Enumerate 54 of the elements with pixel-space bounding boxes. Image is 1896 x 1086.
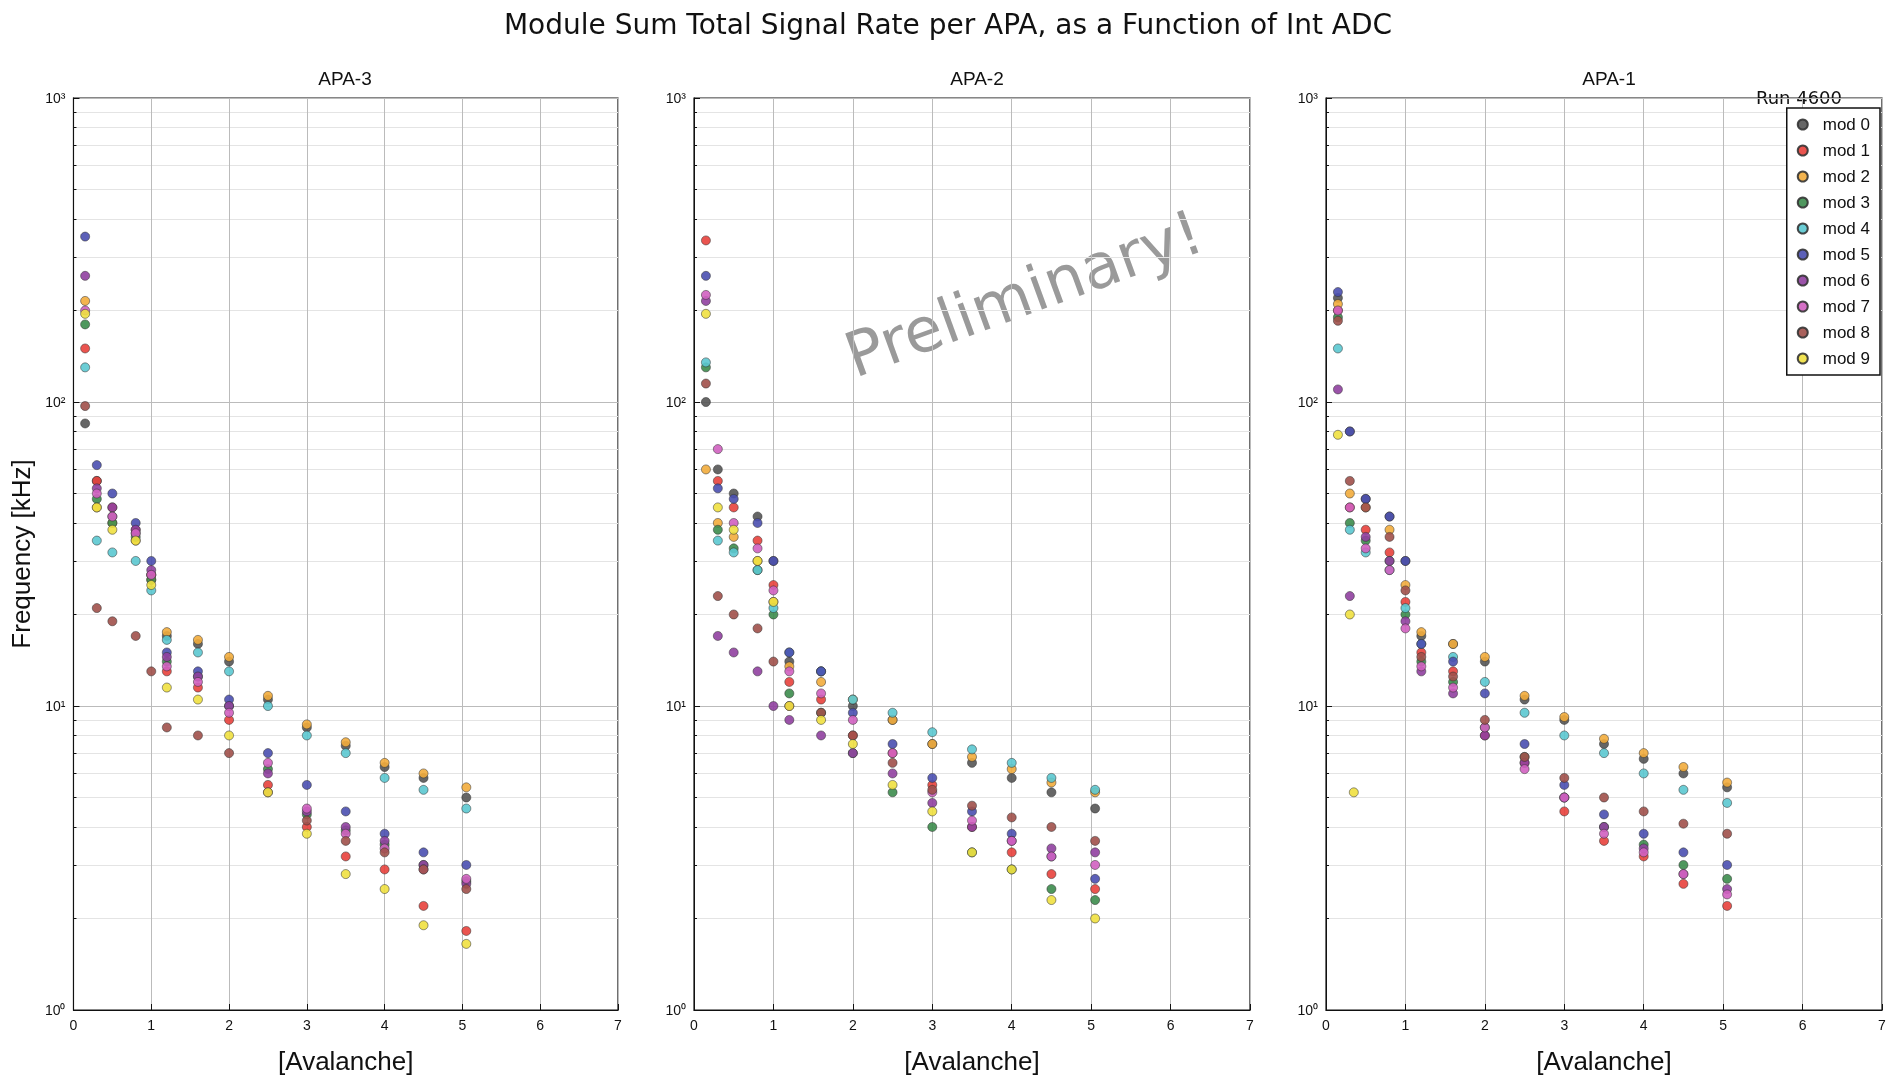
x-tick-label: 3 [928, 1017, 937, 1033]
y-tick-label: 10³ [1297, 90, 1319, 106]
y-tick-label: 10¹ [1297, 698, 1319, 714]
y-tick-label: 10⁰ [1297, 1002, 1318, 1018]
x-tick-label: 1 [1401, 1017, 1410, 1033]
legend-label: mod 1 [1822, 141, 1870, 160]
x-tick-label: 7 [1878, 1017, 1887, 1033]
x-tick-label: 1 [769, 1017, 778, 1033]
x-tick-label: 2 [225, 1017, 234, 1033]
x-tick-label: 4 [1639, 1017, 1648, 1033]
x-tick-label: 7 [1246, 1017, 1255, 1033]
legend-label: mod 5 [1822, 245, 1870, 264]
x-tick-label: 7 [614, 1017, 623, 1033]
y-tick-label: 10¹ [665, 698, 687, 714]
x-tick-label: 2 [1480, 1017, 1489, 1033]
x-tick-label: 0 [69, 1017, 78, 1033]
x-tick-label: 0 [690, 1017, 699, 1033]
x-tick-label: 6 [1798, 1017, 1807, 1033]
y-tick-label: 10² [1297, 394, 1319, 410]
legend-label: mod 4 [1822, 219, 1870, 238]
x-tick-label: 4 [380, 1017, 389, 1033]
chart-title: APA-3 [318, 68, 372, 89]
x-tick-label: 6 [536, 1017, 545, 1033]
legend-label: mod 6 [1822, 271, 1870, 290]
y-tick-label: 10⁰ [665, 1002, 686, 1018]
legend-label: mod 3 [1822, 193, 1870, 212]
chart-title: APA-1 [1582, 68, 1636, 89]
y-tick-label: 10¹ [45, 698, 66, 714]
chart-title: APA-2 [950, 68, 1004, 89]
legend-label: mod 2 [1822, 167, 1870, 186]
x-tick-label: 4 [1007, 1017, 1016, 1033]
x-axis-title: [Avalanche] [904, 1046, 1040, 1076]
legend-label: mod 9 [1822, 349, 1870, 368]
x-tick-label: 5 [458, 1017, 467, 1033]
x-tick-label: 5 [1087, 1017, 1096, 1033]
y-tick-label: 10² [665, 394, 687, 410]
y-axis-title: Frequency [kHz] [6, 459, 36, 649]
y-tick-label: 10² [45, 394, 66, 410]
text: Module Sum Total Signal Rate per APA, as a Function of Int ADC [502, 7, 1394, 43]
x-tick-label: 1 [147, 1017, 156, 1033]
x-axis-title: [Avalanche] [278, 1046, 414, 1076]
x-tick-label: 5 [1719, 1017, 1728, 1033]
x-tick-label: 3 [1560, 1017, 1569, 1033]
y-tick-label: 10³ [665, 90, 687, 106]
y-tick-label: 10⁰ [44, 1002, 66, 1018]
x-axis-title: [Avalanche] [1536, 1046, 1672, 1076]
legend-label: mod 7 [1822, 297, 1870, 316]
legend-label: mod 0 [1822, 115, 1870, 134]
x-tick-label: 3 [302, 1017, 311, 1033]
x-tick-label: 6 [1166, 1017, 1175, 1033]
x-tick-label: 0 [1322, 1017, 1331, 1033]
x-tick-label: 2 [848, 1017, 857, 1033]
legend-label: mod 8 [1822, 323, 1870, 342]
y-tick-label: 10³ [45, 90, 66, 106]
